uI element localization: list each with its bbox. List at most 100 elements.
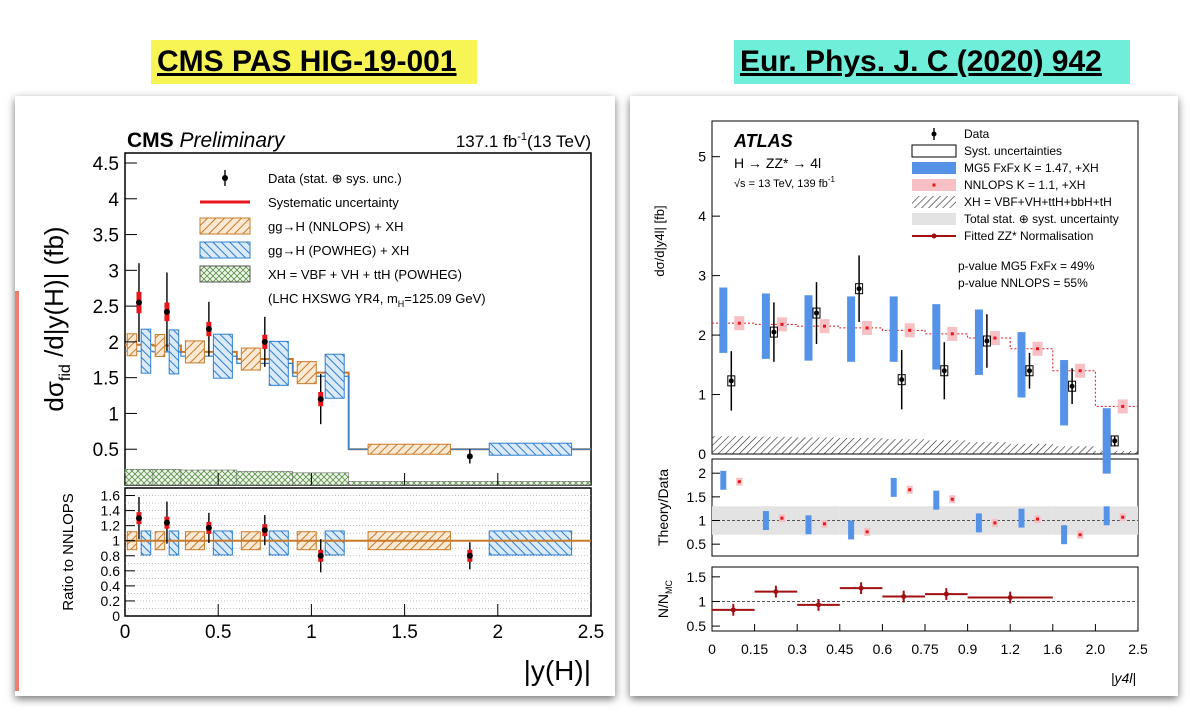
cms-ratio-ytick-label: 1.6 [101, 488, 121, 504]
cms-xtick-label: 2.5 [578, 622, 604, 643]
atlas-ratio-mg5 [1061, 525, 1068, 545]
atlas-norm-point [943, 591, 949, 597]
cms-powheg-band [212, 333, 233, 379]
atlas-ratio-nnlops-point [780, 516, 784, 520]
red-edge-strip [15, 291, 19, 691]
cms-ratio-powheg-band [488, 530, 573, 556]
cms-ratio-point [466, 552, 473, 559]
cms-ratio-ytick-label: 0.8 [101, 548, 121, 564]
atlas-nnlops-point [865, 326, 869, 330]
atlas-mg5-band [932, 304, 941, 370]
atlas-data-point [814, 310, 819, 316]
atlas-legend-label: XH = VBF+VH+ttH+bbH+tH [964, 195, 1112, 209]
atlas-title: ATLAS [733, 131, 793, 151]
cms-ratio-ytick-label: 0 [112, 608, 120, 624]
atlas-legend-label: Total stat. ⊕ syst. uncertainty [964, 212, 1119, 226]
atlas-data-point [899, 377, 905, 383]
atlas-reference-banner: Eur. Phys. J. C (2020) 942 [734, 40, 1130, 84]
cms-nnlops-band [296, 361, 317, 385]
atlas-legend-marker [931, 131, 937, 137]
atlas-data-point [1112, 438, 1118, 444]
atlas-nnlops-point [737, 321, 741, 325]
atlas-energy: √s = 13 TeV, 139 fb-1 [734, 175, 835, 190]
cms-xtick-label: 1.5 [391, 622, 417, 643]
atlas-legend-marker [912, 213, 956, 225]
atlas-xlabel: |y4l| [1111, 670, 1136, 686]
atlas-ratio-nnlops-point [865, 530, 869, 534]
cms-ratio-ytick-label: 0.6 [101, 563, 121, 579]
atlas-ratio-ylabel: Theory/Data [655, 469, 671, 546]
atlas-data-syst [769, 326, 778, 338]
atlas-nnlops-point [1036, 347, 1039, 351]
cms-title: CMS Preliminary [127, 129, 286, 152]
atlas-legend-marker [912, 162, 956, 174]
cms-ratio-point [205, 524, 212, 531]
cms-nnlops-band [184, 340, 205, 364]
atlas-norm-frame [711, 566, 1139, 632]
atlas-norm-point [773, 589, 779, 595]
cms-xh-band [292, 472, 349, 486]
atlas-nnlops-point [908, 328, 912, 332]
cms-ytick-label: 3 [108, 261, 119, 282]
cms-legend-label: Systematic uncertainty [268, 195, 399, 210]
cms-ratio-ytick-label: 1.2 [101, 518, 121, 534]
cms-data-point [261, 338, 268, 345]
atlas-xtick-label: 2.5 [1128, 641, 1148, 657]
atlas-nnlops-point [780, 322, 784, 326]
atlas-ratio-grey-band [925, 506, 968, 535]
atlas-xh-hatch [1095, 451, 1138, 454]
atlas-mg5-band [1017, 332, 1026, 398]
atlas-mg5-band [804, 295, 813, 361]
cms-ratio-powheg-band [140, 530, 152, 556]
atlas-data-point [984, 338, 990, 344]
atlas-xh-hatch [882, 439, 925, 454]
cms-xlabel: |y(H)| [524, 655, 591, 686]
cms-xtick-label: 1 [306, 622, 317, 643]
atlas-ratio-mg5 [848, 520, 855, 540]
atlas-data-syst [897, 374, 906, 386]
atlas-ylabel: dσ/d|y4l| [fb] [652, 205, 667, 276]
atlas-legend-label: NNLOPS K = 1.1, +XH [964, 178, 1085, 192]
atlas-xtick-label: 0.45 [826, 641, 853, 657]
atlas-mg5-band [847, 296, 856, 362]
cms-ratio-ytick-label: 0.4 [101, 578, 121, 594]
atlas-data-point [728, 378, 734, 384]
atlas-data-point [1069, 383, 1075, 389]
atlas-mg5-band [889, 296, 898, 362]
atlas-data-syst [982, 335, 991, 347]
cms-ytick-label: 2 [108, 333, 119, 354]
atlas-ratio-nnlops-point [908, 488, 912, 492]
cms-xtick-label: 0 [120, 622, 131, 643]
cms-ytick-label: 4.5 [93, 154, 119, 175]
atlas-xh-hatch [1052, 446, 1096, 454]
atlas-xtick-label: 1.6 [1043, 641, 1063, 657]
cms-data-point [163, 308, 170, 315]
atlas-norm-point [858, 585, 864, 591]
atlas-ratio-mg5 [805, 515, 812, 535]
atlas-nnlops-point [1121, 404, 1125, 408]
atlas-legend-marker [912, 196, 956, 208]
cms-ratio-ytick-label: 1.4 [101, 503, 121, 519]
cms-ytick-label: 1.5 [93, 369, 119, 390]
cms-ytick-label: 1 [108, 404, 119, 425]
cms-xh-band [152, 469, 182, 486]
atlas-nnlops-point [950, 332, 954, 336]
atlas-norm-ylabel: N/NMC [655, 579, 674, 618]
cms-powheg-band [140, 328, 152, 374]
atlas-ratio-mg5 [975, 513, 982, 533]
atlas-xh-hatch [797, 437, 840, 454]
cms-powheg-band [168, 329, 180, 375]
cms-ratio-frame [124, 487, 592, 617]
cms-legend-note: (LHC HXSWG YR4, mH=125.09 GeV) [268, 291, 486, 309]
atlas-norm-point [816, 602, 821, 608]
atlas-norm-point [1007, 595, 1013, 601]
atlas-data-point [1027, 368, 1032, 374]
atlas-legend-marker [911, 144, 957, 158]
cms-powheg-band [488, 442, 573, 456]
cms-legend-label: gg→H (POWHEG) + XH [268, 243, 409, 258]
cms-legend-label: XH = VBF + VH + ttH (POWHEG) [268, 267, 462, 282]
atlas-xh-hatch [839, 437, 883, 454]
cms-ytick-label: 3.5 [93, 226, 119, 247]
atlas-legend-label: Syst. uncertainties [964, 144, 1062, 158]
cms-xh-band [236, 471, 294, 486]
